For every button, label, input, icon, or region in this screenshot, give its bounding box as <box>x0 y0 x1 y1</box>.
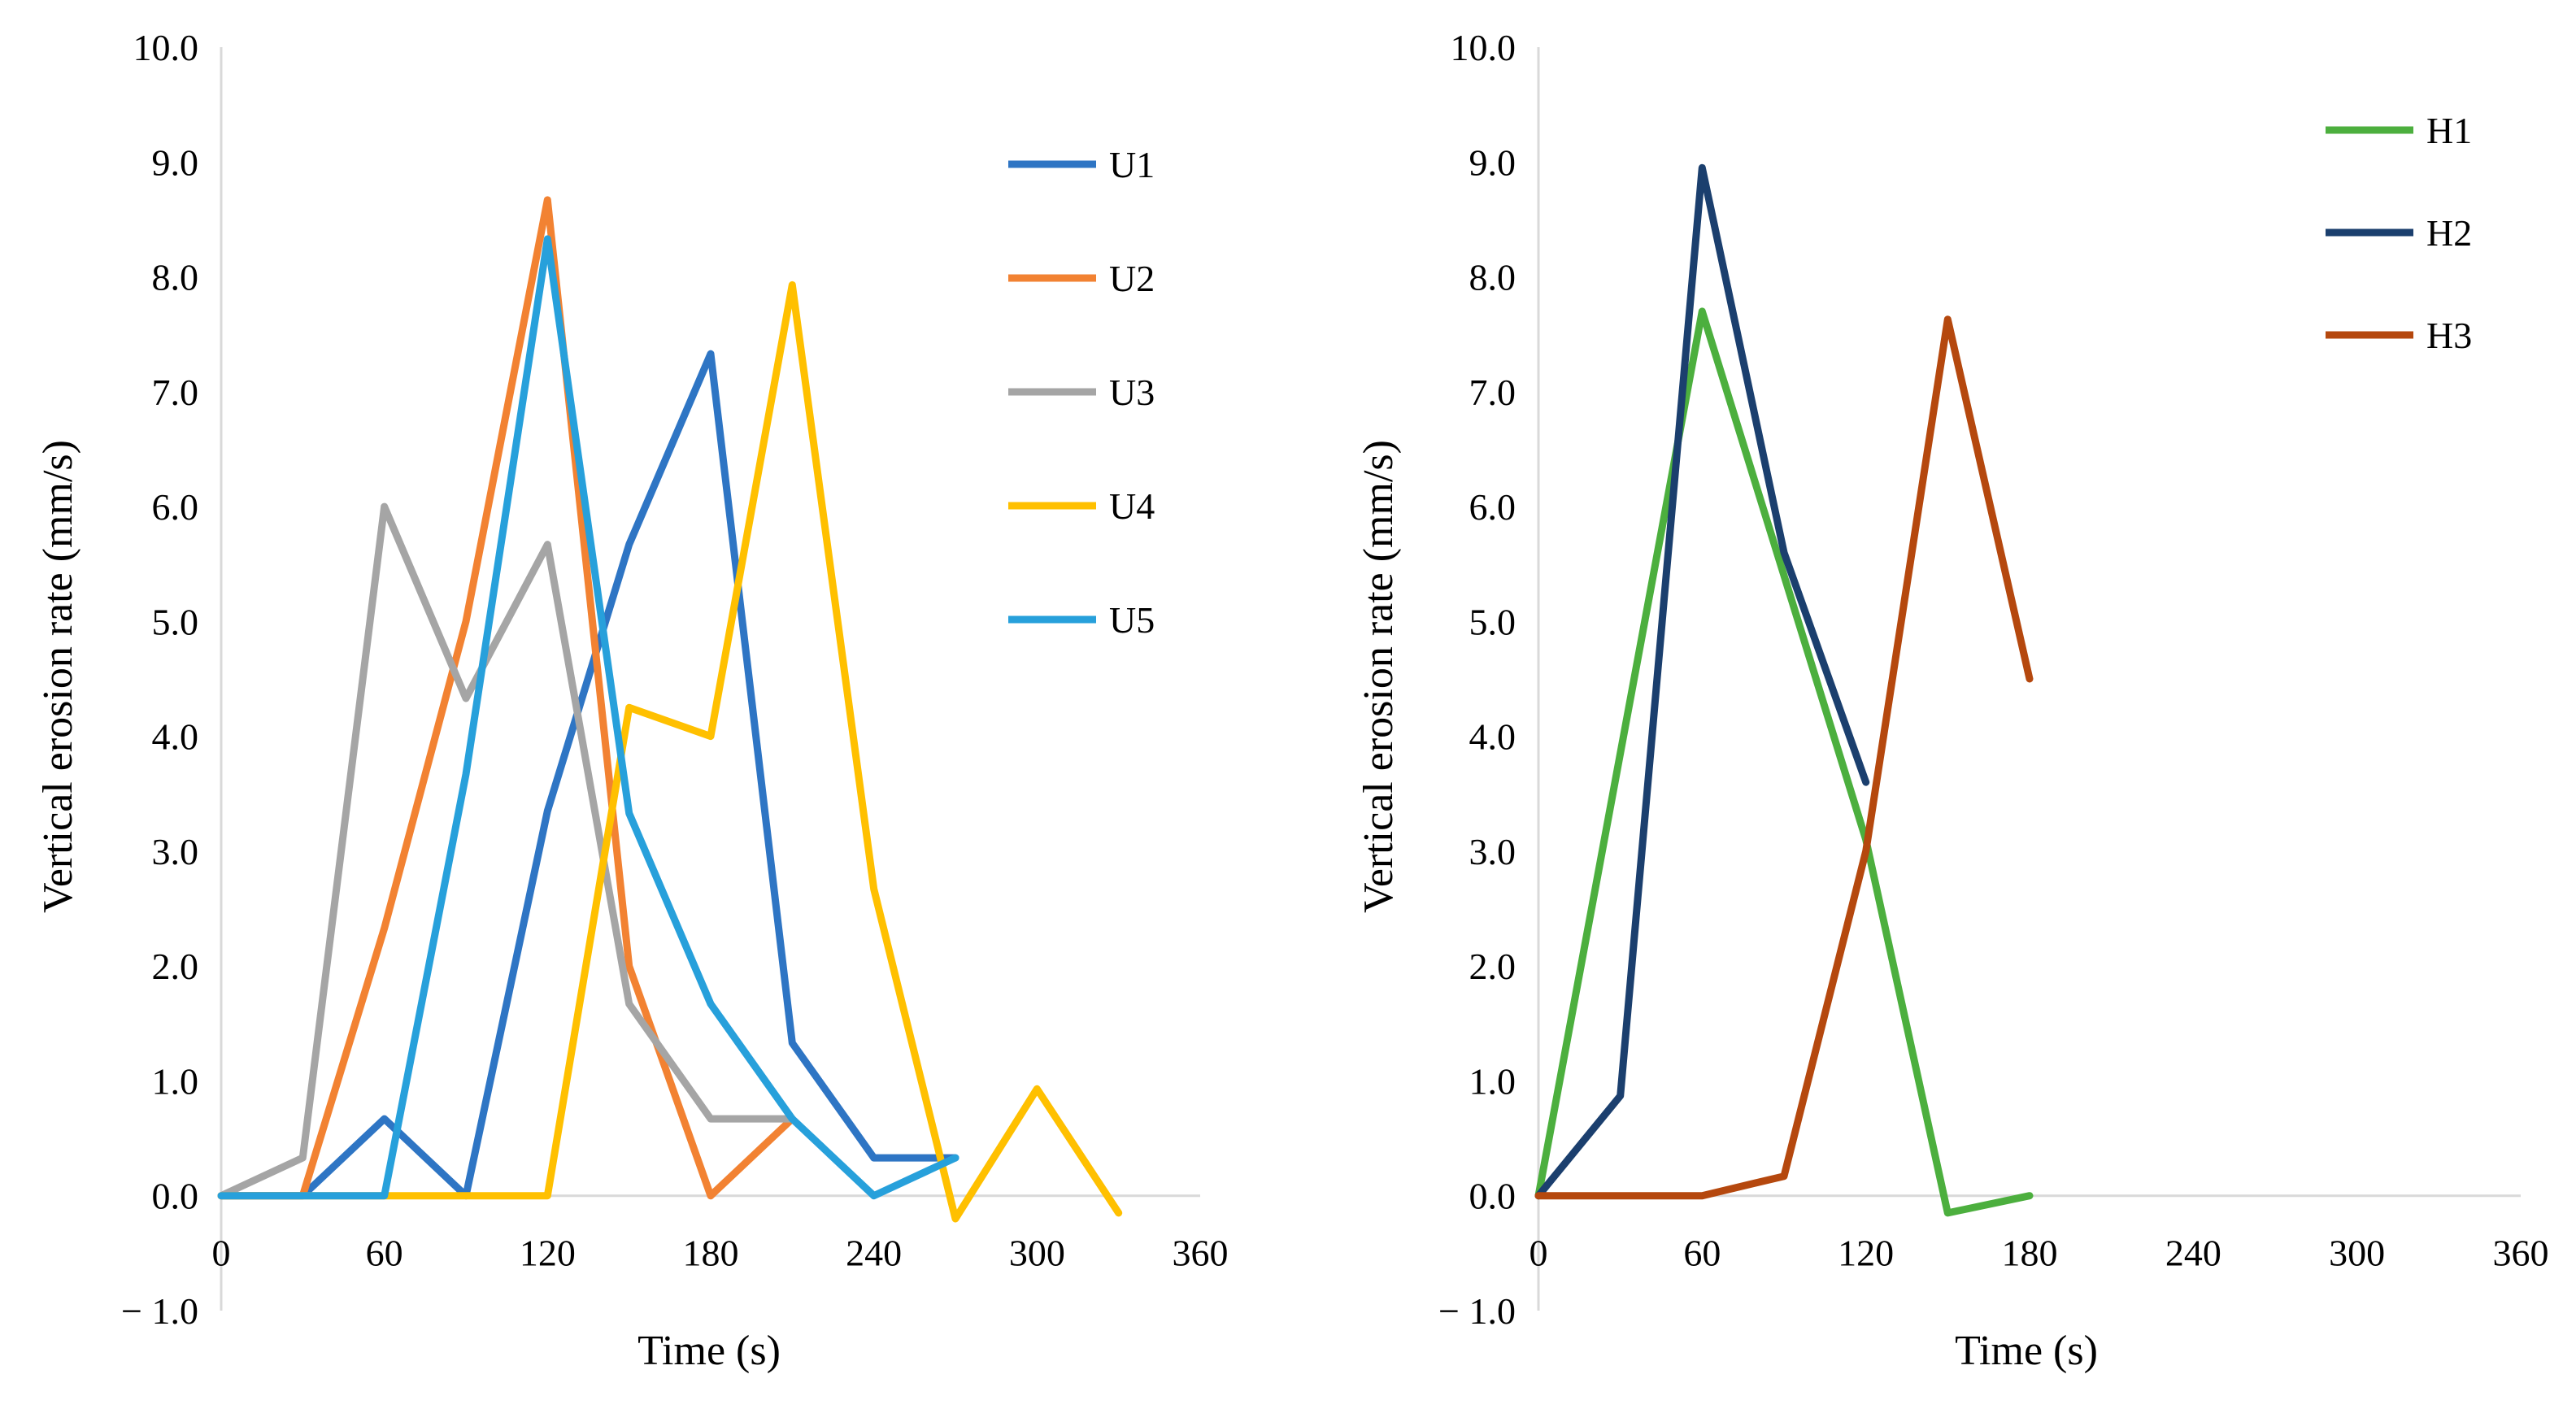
y-tick-label: 7.0 <box>152 372 199 413</box>
legend-label-u2: U2 <box>1109 258 1155 299</box>
y-axis-title-left: Vertical erosion rate (mm/s) <box>35 440 81 913</box>
x-tick-label: 60 <box>366 1233 403 1274</box>
y-tick-label: 0.0 <box>1469 1176 1516 1217</box>
y-tick-label: 1.0 <box>152 1060 199 1102</box>
y-tick-label: 2.0 <box>1469 946 1516 987</box>
legend-label-h2: H2 <box>2426 212 2472 254</box>
series-line-h2 <box>1534 163 1870 1200</box>
y-tick-label: − 1.0 <box>121 1290 198 1332</box>
y-tick-label: 3.0 <box>1469 831 1516 872</box>
x-tick-label: 360 <box>2493 1233 2549 1274</box>
series-line-u3 <box>217 502 796 1200</box>
y-tick-label: 5.0 <box>152 601 199 642</box>
y-tick-label: 9.0 <box>152 141 199 183</box>
y-axis-title-right: Vertical erosion rate (mm/s) <box>1355 440 1402 913</box>
x-tick-label: 120 <box>520 1233 576 1274</box>
legend-label-u3: U3 <box>1109 372 1155 413</box>
x-tick-label: 360 <box>1173 1233 1229 1274</box>
legend-label-u1: U1 <box>1109 144 1155 185</box>
legend-label-h1: H1 <box>2426 110 2472 151</box>
x-axis-title-left: Time (s) <box>637 1328 781 1374</box>
y-tick-label: 4.0 <box>1469 716 1516 758</box>
x-tick-label: 240 <box>846 1233 902 1274</box>
legend-label-h3: H3 <box>2426 315 2472 356</box>
y-tick-label: 8.0 <box>152 257 199 298</box>
legend-label-u5: U5 <box>1109 599 1155 641</box>
x-tick-label: 180 <box>683 1233 739 1274</box>
series-line-h3 <box>1534 315 2034 1200</box>
x-tick-label: 240 <box>2165 1233 2221 1274</box>
legend-label-u4: U4 <box>1109 485 1155 527</box>
y-tick-label: 3.0 <box>152 831 199 872</box>
y-tick-label: 8.0 <box>1469 257 1516 298</box>
x-tick-label: 60 <box>1683 1233 1721 1274</box>
y-tick-label: − 1.0 <box>1438 1290 1516 1332</box>
series-line-u1 <box>217 350 959 1200</box>
legend-right: H1 H2 H3 <box>2326 110 2472 356</box>
series-line-u5 <box>217 235 959 1200</box>
y-tick-label: 7.0 <box>1469 372 1516 413</box>
chart-panel-right: Vertical erosion rate (mm/s) Time (s) − … <box>1355 27 2549 1374</box>
legend-left: U1 U2 U3 U4 U5 <box>1008 144 1155 641</box>
y-tick-label: 6.0 <box>152 486 199 528</box>
y-tick-label: 10.0 <box>133 27 199 68</box>
y-tick-label: 10.0 <box>1451 27 1516 68</box>
y-tick-label: 2.0 <box>152 946 199 987</box>
x-tick-label: 180 <box>2002 1233 2058 1274</box>
x-tick-label: 0 <box>1530 1233 1548 1274</box>
y-tick-label: 4.0 <box>152 716 199 758</box>
x-tick-label: 300 <box>1009 1233 1065 1274</box>
y-tick-label: 5.0 <box>1469 601 1516 642</box>
y-tick-label: 6.0 <box>1469 486 1516 528</box>
y-tick-label: 9.0 <box>1469 141 1516 183</box>
x-tick-label: 120 <box>1838 1233 1894 1274</box>
y-tick-label: 0.0 <box>152 1176 199 1217</box>
x-tick-label: 300 <box>2329 1233 2385 1274</box>
chart-panel-left: Vertical erosion rate (mm/s) Time (s) − … <box>35 27 1229 1374</box>
series-line-u2 <box>217 196 796 1200</box>
x-tick-label: 0 <box>212 1233 231 1274</box>
y-tick-label: 1.0 <box>1469 1060 1516 1102</box>
x-axis-title-right: Time (s) <box>1955 1328 2098 1374</box>
